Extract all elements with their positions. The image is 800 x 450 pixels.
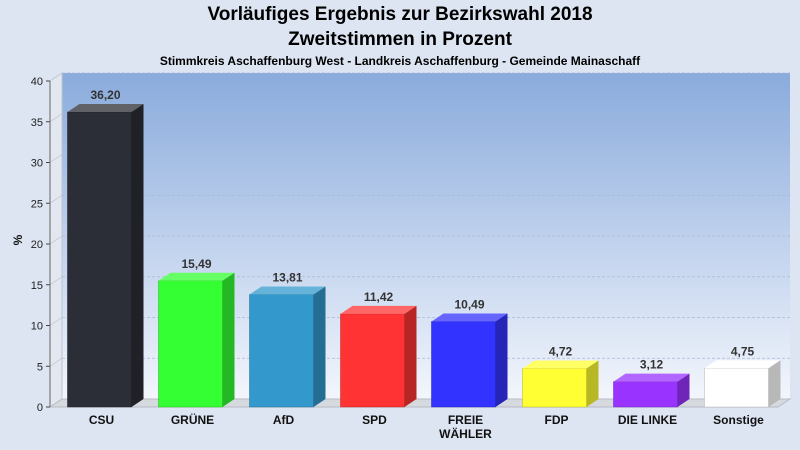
y-tick-label: 35 [31, 117, 43, 129]
category-label: Sonstige [713, 413, 764, 427]
bar-side [586, 360, 599, 407]
y-tick-label: 5 [37, 361, 43, 373]
chart-subtitle-region: Stimmkreis Aschaffenburg West - Landkrei… [159, 54, 641, 68]
y-tick-label: 15 [31, 280, 43, 292]
y-tick-label: 0 [37, 402, 43, 414]
y-tick-label: 30 [31, 158, 43, 170]
bar-top [249, 286, 326, 295]
bar-top [67, 103, 144, 112]
bar [613, 381, 678, 408]
bar-side [495, 313, 508, 407]
gridline-side [49, 235, 63, 245]
category-label: CSU [89, 413, 114, 427]
chart-subtitle: Zweitstimmen in Prozent [288, 29, 512, 50]
bar [249, 294, 314, 408]
bar-top [340, 305, 417, 314]
value-label: 3,12 [640, 358, 664, 372]
bar-side [677, 373, 690, 407]
bar [67, 111, 132, 408]
category-label: FREIE [448, 413, 483, 427]
y-tick-label: 20 [31, 239, 43, 251]
bar [431, 321, 496, 408]
bar [340, 313, 405, 408]
gridline-side [49, 72, 63, 82]
category-label: FDP [545, 413, 569, 427]
category-label: AfD [273, 413, 295, 427]
bar [158, 280, 223, 408]
value-label: 10,49 [454, 298, 484, 312]
bar-side [313, 286, 326, 407]
gridline-side [49, 113, 63, 123]
value-label: 11,42 [364, 290, 394, 304]
bar [704, 368, 769, 408]
value-label: 4,72 [549, 345, 573, 359]
category-label: GRÜNE [171, 412, 214, 427]
gridline-side [49, 317, 63, 326]
bar-side [222, 272, 235, 407]
gridline-side [49, 154, 63, 163]
bar-top [613, 373, 690, 382]
gridline-side [49, 276, 63, 286]
bar-side [131, 103, 144, 407]
value-label: 13,81 [272, 270, 302, 284]
category-label: DIE LINKE [618, 413, 677, 427]
bar-top [522, 360, 599, 369]
y-axis-label: % [11, 234, 25, 245]
bar-top [704, 360, 781, 369]
bar-top [431, 313, 508, 322]
category-label: WÄHLER [439, 426, 492, 441]
y-tick-label: 10 [31, 321, 43, 333]
value-label: 15,49 [181, 257, 211, 271]
bar-side [404, 305, 417, 407]
category-label: SPD [362, 413, 387, 427]
bar [522, 368, 587, 408]
gridline-side [49, 194, 63, 204]
chart-title: Vorläufiges Ergebnis zur Bezirkswahl 201… [207, 4, 593, 25]
y-tick-label: 40 [31, 76, 43, 88]
value-label: 4,75 [731, 344, 755, 358]
value-label: 36,20 [90, 88, 120, 102]
bar-top [158, 272, 235, 281]
bar-side [768, 360, 781, 407]
y-tick-label: 25 [31, 198, 43, 210]
gridline-side [49, 357, 63, 367]
